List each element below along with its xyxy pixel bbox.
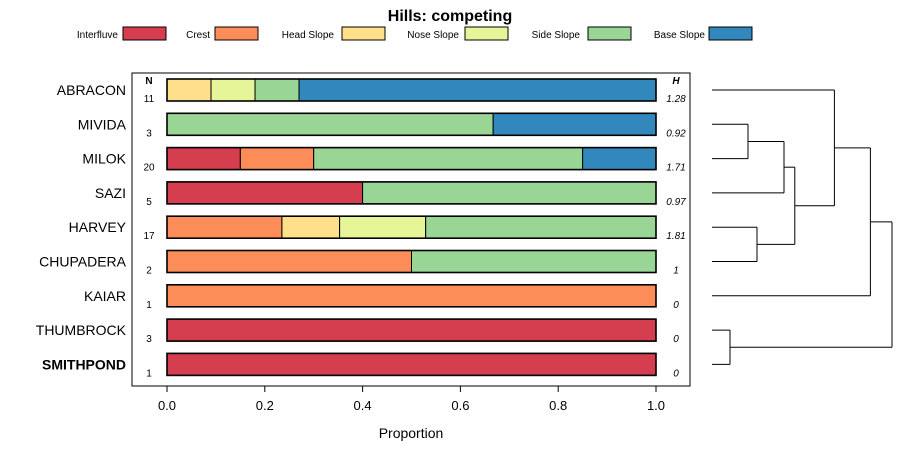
bar-segment-abracon-side-slope <box>254 78 300 102</box>
dendrogram-merge-8 <box>730 221 893 348</box>
n-value-sazi: 5 <box>146 197 152 208</box>
legend-label-side-slope: Side Slope <box>532 30 581 41</box>
h-value-milok: 1.71 <box>666 163 685 174</box>
bar-segment-harvey-crest <box>166 215 283 239</box>
n-value-abracon: 11 <box>144 94 155 105</box>
h-value-kaiar: 0 <box>673 300 679 311</box>
plot-frame <box>131 72 691 387</box>
bar-segment-harvey-head-slope <box>281 215 341 239</box>
h-value-smithpond: 0 <box>673 368 679 379</box>
bar-segment-sazi-interfluve <box>166 181 364 205</box>
dendrogram-merge-7 <box>712 147 871 297</box>
bar-outline-milok <box>166 146 657 171</box>
n-value-mivida: 3 <box>146 128 152 139</box>
x-tick-label-1.0: 1.0 <box>647 398 665 413</box>
bar-segment-mivida-base-slope <box>492 112 657 136</box>
bar-outline-harvey <box>166 215 657 239</box>
bar-outline-thumbrock <box>166 318 657 342</box>
row-labels: ABRACON MIVIDA MILOK SAZI HARVEY CHUPADERA KAI… <box>36 82 127 372</box>
h-value-abracon: 1.28 <box>666 94 686 105</box>
bar-outline-abracon <box>166 78 657 102</box>
dendrogram-merge-3 <box>712 329 731 365</box>
legend-label-interfluve: Interfluve <box>77 30 119 41</box>
h-value-sazi: 0.97 <box>666 197 686 208</box>
legend-label-base-slope: Base Slope <box>654 30 706 41</box>
x-axis-label: Proportion <box>379 425 444 441</box>
n-value-harvey: 17 <box>143 231 155 242</box>
dendrogram-merge-1 <box>712 123 749 160</box>
n-value-thumbrock: 3 <box>146 334 152 345</box>
legend: Interfluve Crest Head Slope Nose Slope Side … <box>77 26 753 41</box>
bar-segment-milok-side-slope <box>313 147 584 171</box>
bar-segment-abracon-head-slope <box>166 78 212 102</box>
bar-segment-kaiar-crest <box>166 284 657 308</box>
row-label-sazi: SAZI <box>95 185 126 201</box>
dendrogram-merge-6 <box>712 89 835 207</box>
row-label-thumbrock: THUMBROCK <box>36 322 127 338</box>
row-label-kaiar: KAIAR <box>84 288 126 304</box>
row-label-mivida: MIVIDA <box>78 116 127 132</box>
dendrogram-merge-5 <box>757 166 796 245</box>
bars <box>166 78 657 377</box>
dendrogram <box>712 89 893 365</box>
legend-swatch-interfluve <box>122 26 167 41</box>
bar-segment-abracon-base-slope <box>298 78 657 102</box>
x-axis: 0.0 0.2 0.4 0.6 0.8 1.0 <box>158 386 665 413</box>
legend-swatch-base-slope <box>708 26 753 41</box>
n-value-chupadera: 2 <box>146 266 152 277</box>
x-tick-label-0.4: 0.4 <box>354 398 372 413</box>
bar-outline-mivida <box>166 112 657 137</box>
legend-swatch-side-slope <box>587 26 632 41</box>
n-value-milok: 20 <box>143 163 155 174</box>
x-tick-label-0.6: 0.6 <box>451 398 469 413</box>
n-value-smithpond: 1 <box>146 368 152 379</box>
bar-segment-harvey-nose-slope <box>339 215 427 239</box>
dendrogram-merge-2 <box>712 226 758 262</box>
bar-segment-milok-crest <box>239 147 315 171</box>
bar-segment-mivida-side-slope <box>166 112 494 136</box>
bar-outline-kaiar <box>166 283 657 308</box>
h-value-harvey: 1.81 <box>666 231 685 242</box>
chart-title: Hills: competing <box>388 8 512 25</box>
row-label-chupadera: CHUPADERA <box>39 254 127 270</box>
row-label-milok: MILOK <box>82 151 126 167</box>
row-label-abracon: ABRACON <box>57 82 126 98</box>
legend-swatch-nose-slope <box>464 26 509 41</box>
bar-segment-chupadera-side-slope <box>411 250 657 273</box>
n-value-kaiar: 1 <box>146 300 152 311</box>
bar-segment-milok-interfluve <box>166 147 241 171</box>
x-tick-label-0.8: 0.8 <box>549 398 567 413</box>
h-values: 1.28 0.92 1.71 0.97 1.81 1 0 0 0 <box>666 94 686 379</box>
x-tick-label-0.2: 0.2 <box>256 398 274 413</box>
bar-segment-milok-base-slope <box>582 147 657 171</box>
row-label-harvey: HARVEY <box>69 219 127 235</box>
legend-swatch-crest <box>214 26 259 41</box>
bar-outline-chupadera <box>166 249 657 274</box>
h-value-mivida: 0.92 <box>666 128 686 139</box>
legend-swatch-head-slope <box>341 26 386 41</box>
bar-segment-abracon-nose-slope <box>210 78 256 102</box>
legend-label-crest: Crest <box>186 30 210 41</box>
n-values: 11 3 20 5 17 2 1 3 1 <box>143 94 155 379</box>
bar-segment-sazi-side-slope <box>362 181 657 205</box>
x-tick-label-0.0: 0.0 <box>158 398 176 413</box>
h-column-header: H <box>672 76 680 87</box>
h-value-thumbrock: 0 <box>673 334 679 345</box>
n-column-header: N <box>145 76 152 87</box>
bar-segment-harvey-side-slope <box>425 215 657 239</box>
bar-segment-thumbrock-interfluve <box>166 318 657 342</box>
bar-outline-sazi <box>166 181 657 205</box>
h-value-chupadera: 1 <box>673 266 679 277</box>
bar-outline-smithpond <box>166 352 657 377</box>
legend-label-nose-slope: Nose Slope <box>407 30 459 41</box>
legend-label-head-slope: Head Slope <box>282 30 335 41</box>
bar-segment-chupadera-crest <box>166 250 412 273</box>
row-label-smithpond: SMITHPOND <box>42 356 126 372</box>
bar-segment-smithpond-interfluve <box>166 352 657 376</box>
